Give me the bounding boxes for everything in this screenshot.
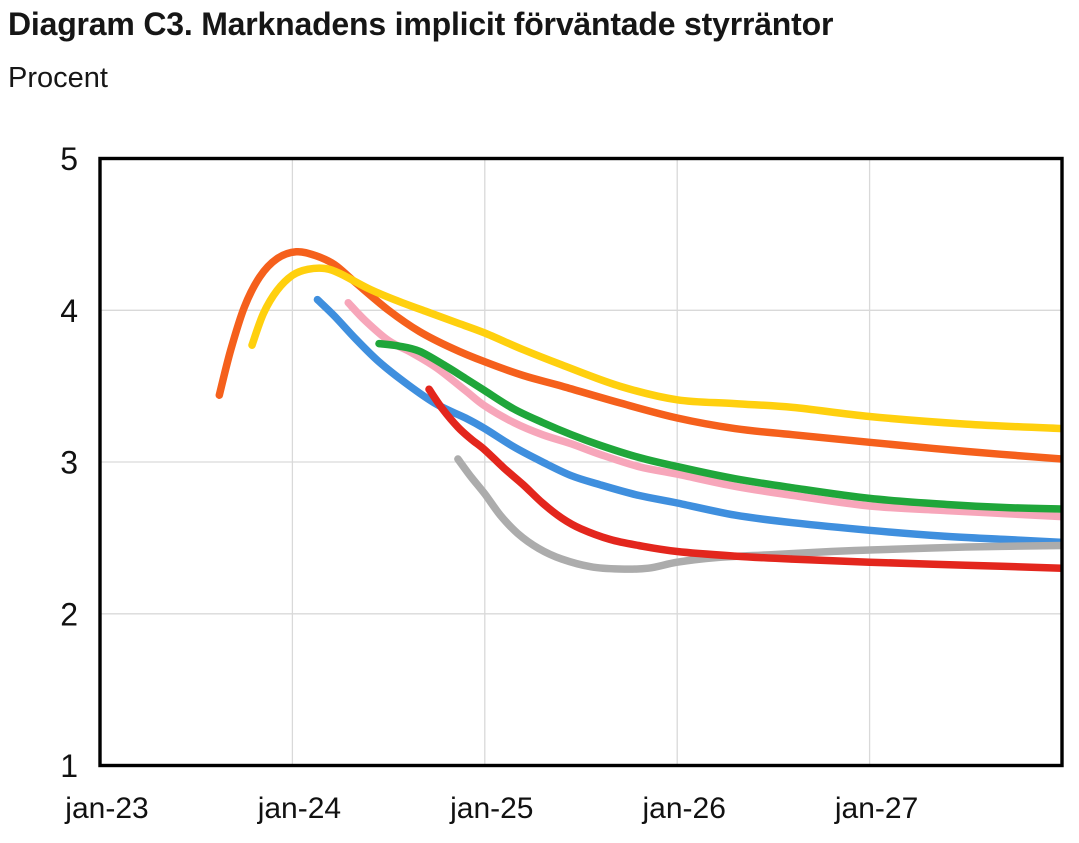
series-line-gray (454, 455, 1062, 573)
series-line-pink (344, 298, 1062, 521)
y-tick-label: 5 (60, 141, 78, 177)
plot-frame (98, 156, 1064, 768)
y-tick-label: 1 (60, 748, 78, 784)
series-line-red (425, 385, 1062, 572)
series-line-blue (313, 295, 1062, 547)
x-tick-label: jan-27 (834, 792, 918, 825)
y-tick-label: 4 (60, 293, 78, 329)
series-line-green (375, 339, 1062, 513)
x-tick-label: jan-25 (449, 792, 533, 825)
series-group (215, 247, 1062, 573)
y-tick-label: 3 (60, 445, 78, 481)
x-tick-label: jan-24 (257, 792, 341, 825)
series-line-orange (215, 247, 1062, 463)
y-tick-label: 2 (60, 596, 78, 632)
chart-subtitle: Procent (8, 62, 108, 94)
chart-title: Diagram C3. Marknadens implicit förvänta… (8, 6, 834, 42)
x-tick-label: jan-23 (64, 792, 148, 825)
x-tick-label: jan-26 (641, 792, 725, 825)
series-line-yellow (248, 264, 1062, 433)
